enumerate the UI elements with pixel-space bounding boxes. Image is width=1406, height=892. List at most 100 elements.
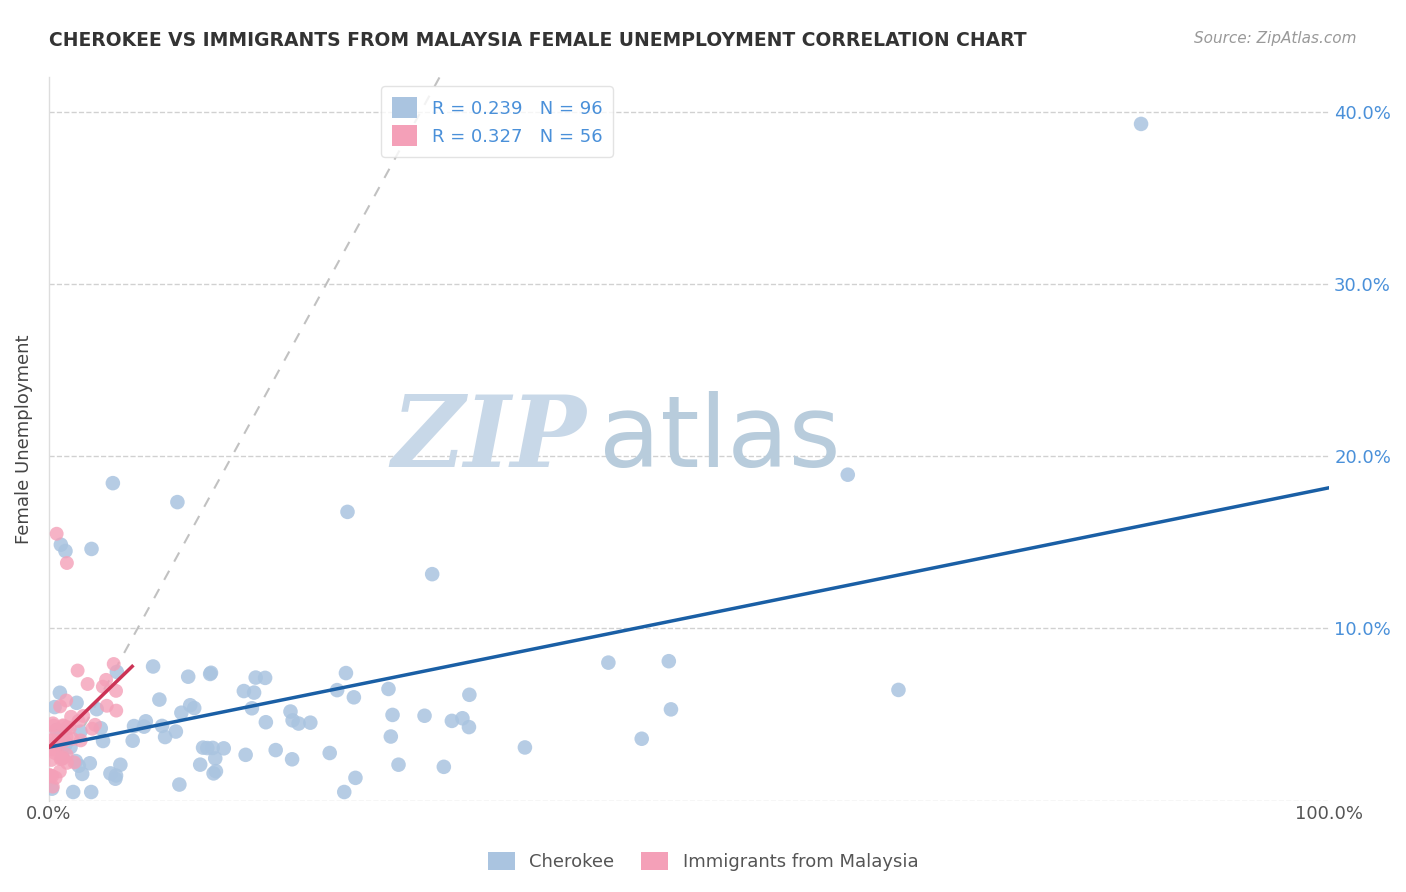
Point	[150, 719, 173, 733]
Point	[630, 731, 652, 746]
Point	[110, 757, 132, 772]
Point	[38, 733, 60, 747]
Point	[56, 720, 79, 734]
Point	[42, 718, 65, 732]
Point	[105, 704, 128, 718]
Point	[191, 740, 214, 755]
Point	[90, 721, 112, 735]
Point	[38, 739, 60, 754]
Point	[659, 702, 682, 716]
Point	[38, 768, 60, 782]
Point	[56, 756, 79, 770]
Point	[41, 753, 63, 767]
Point	[458, 720, 481, 734]
Point	[42, 742, 65, 756]
Point	[377, 681, 399, 696]
Point	[387, 757, 409, 772]
Point	[76, 677, 98, 691]
Point	[45, 723, 67, 738]
Point	[232, 684, 254, 698]
Point	[59, 721, 82, 735]
Point	[188, 757, 211, 772]
Point	[254, 715, 277, 730]
Point	[53, 734, 76, 748]
Point	[66, 664, 89, 678]
Point	[413, 708, 436, 723]
Point	[41, 737, 63, 751]
Point	[44, 700, 66, 714]
Point	[381, 707, 404, 722]
Point	[44, 746, 66, 760]
Point	[49, 686, 72, 700]
Point	[86, 702, 108, 716]
Point	[201, 740, 224, 755]
Legend: R = 0.239   N = 96, R = 0.327   N = 56: R = 0.239 N = 96, R = 0.327 N = 56	[381, 87, 613, 157]
Point	[62, 785, 84, 799]
Point	[200, 665, 222, 680]
Point	[45, 737, 67, 751]
Point	[287, 716, 309, 731]
Point	[51, 752, 73, 766]
Point	[55, 693, 77, 707]
Point	[45, 771, 67, 785]
Point	[45, 738, 67, 752]
Point	[46, 739, 69, 753]
Point	[60, 710, 83, 724]
Point	[451, 711, 474, 725]
Point	[105, 665, 128, 679]
Point	[513, 740, 536, 755]
Point	[281, 752, 304, 766]
Point	[41, 781, 63, 796]
Point	[94, 673, 117, 687]
Point	[41, 769, 63, 783]
Point	[105, 684, 128, 698]
Point	[45, 526, 67, 541]
Point	[245, 671, 267, 685]
Point	[91, 680, 114, 694]
Point	[243, 685, 266, 699]
Point	[65, 696, 87, 710]
Text: ZIP: ZIP	[392, 391, 586, 487]
Point	[169, 778, 191, 792]
Point	[63, 756, 86, 770]
Point	[72, 709, 94, 723]
Point	[153, 730, 176, 744]
Point	[84, 718, 107, 732]
Text: Source: ZipAtlas.com: Source: ZipAtlas.com	[1194, 31, 1357, 46]
Point	[52, 718, 75, 732]
Point	[336, 505, 359, 519]
Point	[49, 699, 72, 714]
Point	[198, 667, 221, 681]
Text: CHEROKEE VS IMMIGRANTS FROM MALAYSIA FEMALE UNEMPLOYMENT CORRELATION CHART: CHEROKEE VS IMMIGRANTS FROM MALAYSIA FEM…	[49, 31, 1026, 50]
Point	[55, 736, 77, 750]
Point	[67, 759, 90, 773]
Point	[420, 567, 443, 582]
Point	[59, 740, 82, 755]
Point	[132, 720, 155, 734]
Point	[48, 730, 70, 744]
Point	[41, 741, 63, 756]
Point	[254, 671, 277, 685]
Point	[165, 724, 187, 739]
Point	[52, 750, 75, 764]
Point	[142, 659, 165, 673]
Point	[148, 692, 170, 706]
Point	[51, 724, 73, 739]
Point	[65, 754, 87, 768]
Point	[51, 740, 73, 755]
Point	[45, 738, 67, 752]
Point	[344, 771, 367, 785]
Point	[70, 767, 93, 781]
Point	[333, 785, 356, 799]
Point	[103, 657, 125, 671]
Point	[179, 698, 201, 713]
Point	[41, 733, 63, 747]
Point	[299, 715, 322, 730]
Point	[69, 733, 91, 747]
Point	[135, 714, 157, 729]
Point	[46, 734, 69, 748]
Point	[69, 724, 91, 739]
Point	[55, 731, 77, 745]
Point	[122, 719, 145, 733]
Point	[335, 666, 357, 681]
